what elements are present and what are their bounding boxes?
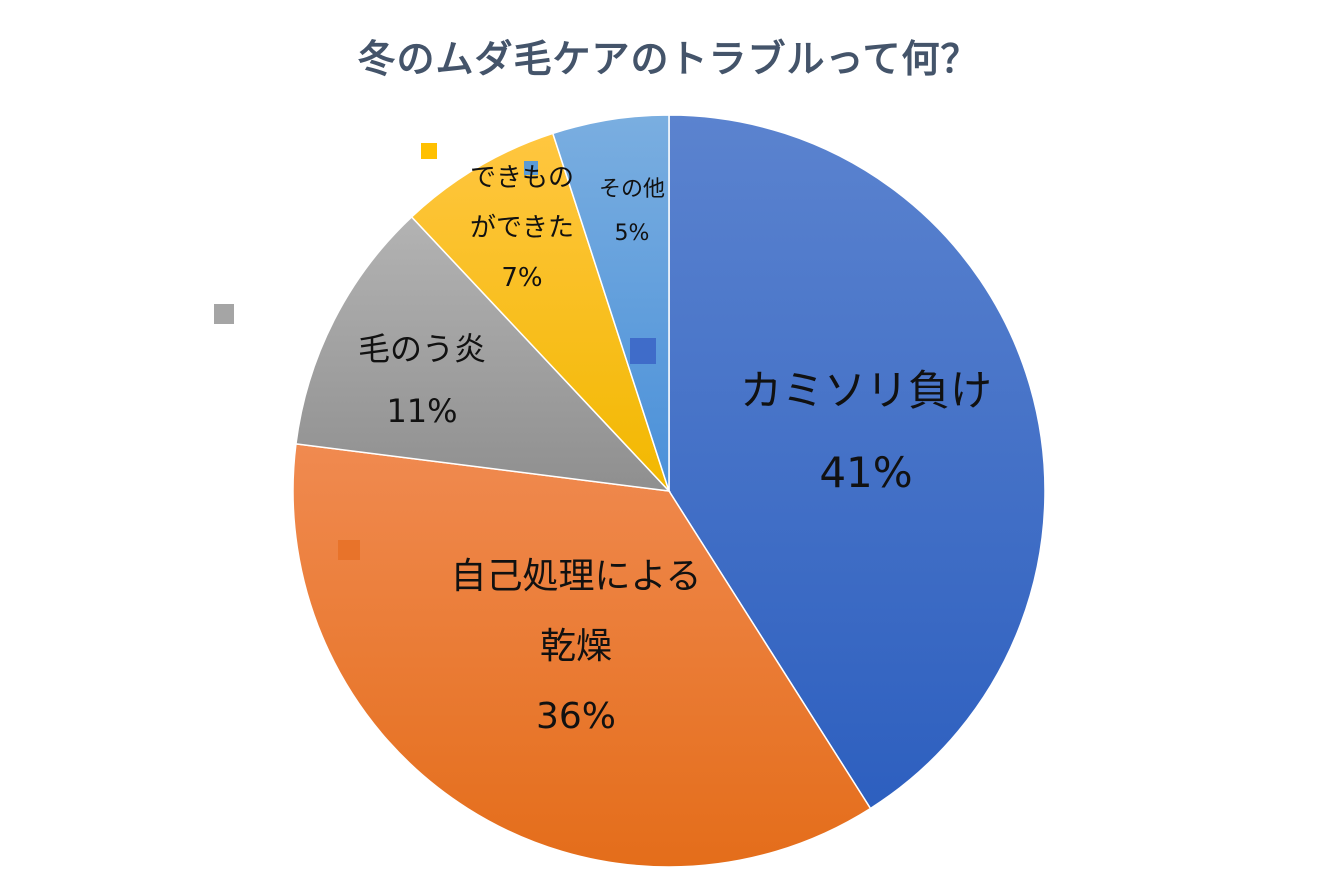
slice-category-label-1: 自己処理による <box>451 556 702 597</box>
pie-slice-4 <box>551 114 670 492</box>
legend-marker-3 <box>421 143 437 159</box>
legend-marker-1 <box>338 540 360 560</box>
slice-value-label-4: 5% <box>615 221 650 246</box>
slice-category-label-4: その他 <box>599 177 665 202</box>
slice-category-label-1: 乾燥 <box>540 626 612 667</box>
slice-category-label-3: できもの <box>470 163 574 193</box>
slice-value-label-0: 41% <box>819 448 912 497</box>
slice-category-label-0: カミソリ負け <box>740 366 992 415</box>
pie-slice-0 <box>668 114 1046 810</box>
pie-slices <box>292 114 1046 868</box>
slice-category-label-2: 毛のう炎 <box>358 330 486 368</box>
pie-slice-2 <box>295 215 671 493</box>
chart-title: 冬のムダ毛ケアのトラブルって何？ <box>357 37 980 81</box>
legend-marker-4 <box>524 161 538 175</box>
slice-value-label-1: 36% <box>536 696 616 737</box>
legend-marker-2 <box>214 304 234 324</box>
slice-value-label-2: 11% <box>386 392 457 430</box>
slice-category-label-3: ができた <box>470 213 574 243</box>
legend-marker-0 <box>630 338 656 364</box>
pie-slice-1 <box>292 443 872 868</box>
slice-value-label-3: 7% <box>501 263 542 293</box>
pie-slice-3 <box>410 132 670 492</box>
legend-markers <box>214 143 656 560</box>
